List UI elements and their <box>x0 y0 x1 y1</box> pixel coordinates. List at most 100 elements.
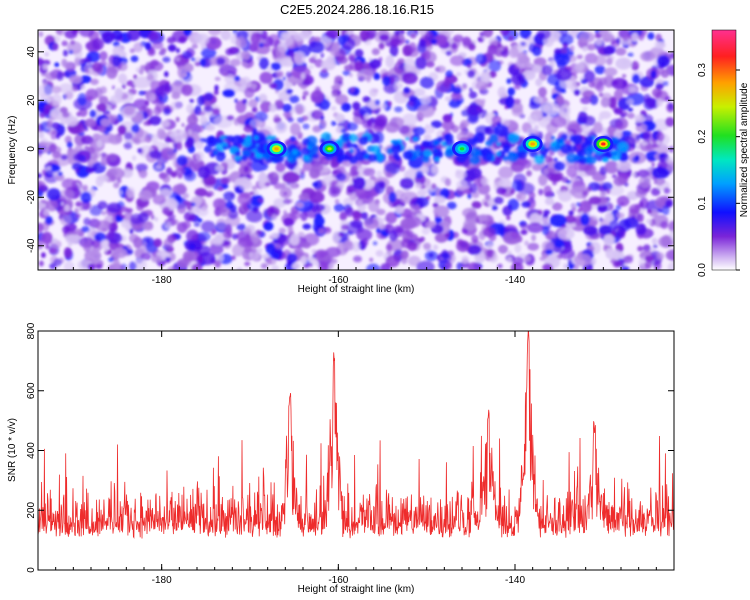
spectrogram-cell <box>588 80 595 88</box>
spectrogram-cell <box>190 205 198 212</box>
spectrogram-cell <box>228 204 237 213</box>
spectrogram-cell <box>82 184 88 191</box>
spectrogram-cell <box>352 211 362 221</box>
spectrogram-cell <box>578 111 588 124</box>
spectrogram-cell <box>533 154 545 165</box>
spectrogram-cell <box>140 252 152 261</box>
spectrogram-cell <box>363 168 376 177</box>
spectrogram-cell <box>550 116 567 128</box>
spectrogram-cell <box>421 227 430 235</box>
spectrogram-cell <box>349 192 357 201</box>
spectrogram-cell <box>114 87 124 99</box>
spectrogram-cell <box>331 120 337 126</box>
spectrogram-x-tick-label: -140 <box>505 275 525 286</box>
spectrogram-cell <box>467 262 482 270</box>
spectrogram-cell <box>52 42 59 51</box>
spectrogram-cell <box>195 140 204 150</box>
spectrogram-cell <box>634 203 641 210</box>
spectrogram-cell <box>475 53 487 65</box>
spectrogram-cell <box>281 32 291 40</box>
spectrogram-cell <box>506 215 511 221</box>
spectrogram-cell <box>183 30 192 36</box>
spectrogram-cell <box>154 217 159 222</box>
spectrogram-cell <box>527 114 539 125</box>
spectrogram-cell <box>108 257 114 263</box>
spectrogram-cell <box>325 247 341 258</box>
spectrogram-cell <box>237 192 252 206</box>
spectrogram-cell <box>58 83 74 94</box>
spectrogram-cell <box>398 32 404 41</box>
spectrogram-cell <box>578 31 595 43</box>
spectrogram-cell <box>297 117 305 124</box>
spectrogram-cell <box>249 118 263 128</box>
spectrogram-cell <box>538 86 547 98</box>
spectrogram-cell <box>113 41 120 48</box>
spectrogram-cell <box>421 95 431 105</box>
spectrogram-cell <box>425 61 435 68</box>
spectrogram-cell <box>401 113 418 126</box>
spectrogram-cell <box>553 157 558 162</box>
spectrogram-cell <box>214 76 221 81</box>
spectrogram-cell <box>385 243 393 251</box>
spectrogram-cell <box>441 119 455 131</box>
spectrogram-cell <box>325 30 340 39</box>
spectrogram-cell <box>423 134 432 141</box>
spectrogram-cell <box>286 88 293 95</box>
spectrogram-cell <box>658 153 665 158</box>
spectrogram-cell <box>420 236 425 242</box>
spectrogram-cell <box>444 149 455 158</box>
spectrogram-cell <box>63 61 74 70</box>
spectrogram-cell <box>191 263 203 270</box>
spectrogram-cell <box>423 50 431 61</box>
spectrogram-cell <box>467 244 482 255</box>
spectrogram-cell <box>311 109 324 120</box>
spectrogram-cell <box>310 90 324 104</box>
spectrogram-cell <box>656 55 670 68</box>
spectrogram-cell <box>187 114 199 126</box>
spectrogram-cell <box>550 135 556 140</box>
spectrogram-cell <box>308 191 325 204</box>
spectrogram-cell <box>619 153 629 162</box>
spectrogram-cell <box>59 106 68 114</box>
spectrogram-cell <box>151 255 162 263</box>
spectrogram-cell <box>481 151 494 162</box>
spectrogram-cell <box>516 158 529 166</box>
spectrogram-cell <box>524 255 531 262</box>
spectrogram-cell <box>493 196 504 205</box>
spectrogram-cell <box>106 66 118 79</box>
spectrogram-cell <box>471 201 482 209</box>
spectrogram-cell <box>176 47 180 54</box>
spectrogram-cell <box>197 95 205 106</box>
spectrogram-cell <box>652 244 658 249</box>
spectrogram-cell <box>277 98 284 105</box>
spectrogram-cell <box>251 185 258 191</box>
spectrogram-cell <box>119 206 129 213</box>
spectrogram-cell <box>216 57 226 65</box>
spectrogram-cell <box>205 124 216 131</box>
chart-title: C2E5.2024.286.18.16.R15 <box>280 2 434 17</box>
spectrogram-cell <box>303 155 309 161</box>
spectrogram-cell <box>657 208 664 213</box>
spectrogram-cell <box>259 71 273 84</box>
spectrogram-cell <box>137 147 143 154</box>
spectrogram-cell <box>335 173 347 182</box>
spectrogram-cell <box>113 182 120 189</box>
spectrogram-cell <box>606 188 611 194</box>
spectrogram-cell <box>78 30 95 37</box>
spectrogram-cell <box>511 72 526 86</box>
snr-y-tick-label: 200 <box>26 501 37 518</box>
spectrogram-cell <box>613 80 619 85</box>
spectrogram-cell <box>123 132 133 140</box>
spectrogram-cell <box>463 219 477 230</box>
spectrogram-cell <box>467 193 472 199</box>
spectrogram-cell <box>364 62 369 67</box>
spectrogram-cell <box>203 105 214 113</box>
spectrogram-cell <box>511 179 522 192</box>
spectrogram-cell <box>443 133 454 142</box>
spectrogram-cell <box>56 71 64 81</box>
spectrogram-cell <box>38 189 44 198</box>
spectrogram-cell <box>243 165 250 173</box>
spectrogram-cell <box>299 168 306 175</box>
spectrogram-cell <box>573 264 579 270</box>
spectrogram-cell <box>379 229 387 235</box>
